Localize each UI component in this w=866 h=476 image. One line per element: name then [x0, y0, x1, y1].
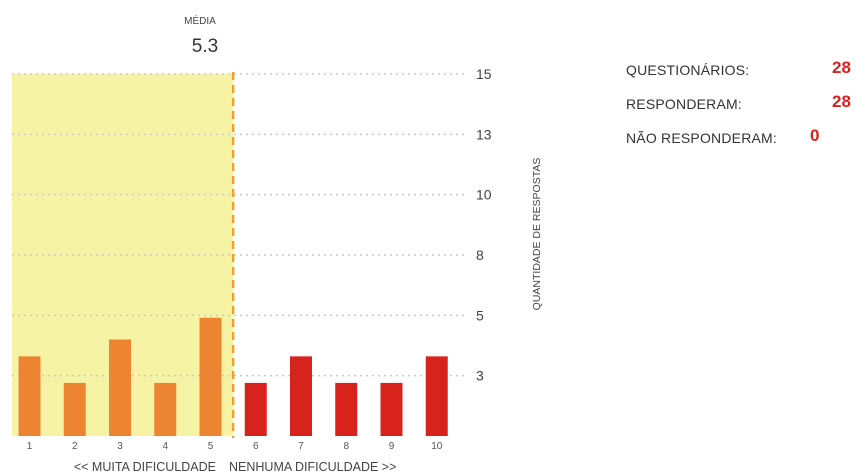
x-tick-label: 7	[298, 441, 304, 452]
mean-value: 5.3	[192, 36, 218, 57]
stat-label: NÃO RESPONDERAM:	[626, 130, 777, 146]
bar-3	[109, 339, 131, 436]
x-tick-label: 3	[117, 441, 123, 452]
bar-7	[290, 356, 312, 436]
stat-label: RESPONDERAM:	[626, 96, 742, 112]
y-tick-labels: 3 5 8 10 13 15	[476, 66, 492, 384]
bar-10	[425, 356, 448, 436]
response-stats: QUESTIONÁRIOS: 28 RESPONDERAM: 28 NÃO RE…	[626, 58, 866, 160]
bar-1	[18, 356, 41, 436]
y-tick-label: 5	[476, 307, 484, 323]
stat-questionarios: QUESTIONÁRIOS: 28	[626, 58, 866, 92]
x-tick-label: 8	[343, 441, 349, 452]
y-tick-label: 13	[476, 126, 492, 142]
stat-nao-responderam: NÃO RESPONDERAM: 0	[626, 126, 866, 160]
y-tick-label: 3	[476, 368, 484, 384]
gridlines	[12, 73, 466, 377]
y-tick-label: 15	[476, 66, 492, 82]
stat-label: QUESTIONÁRIOS:	[626, 62, 750, 78]
x-tick-label: 6	[253, 441, 259, 452]
y-tick-label: 8	[476, 247, 484, 263]
stat-value: 0	[810, 126, 820, 145]
bars	[18, 317, 448, 436]
x-tick-label: 1	[27, 441, 33, 452]
x-tick-label: 10	[431, 441, 443, 452]
mean-label: MÉDIA	[184, 14, 216, 27]
y-axis-label: QUANTIDADE DE RESPOSTAS	[531, 158, 543, 311]
bar-2	[63, 382, 86, 436]
bar-9	[380, 382, 403, 436]
x-tick-labels: 1 2 3 4 5 6 7 8 9 10	[27, 441, 443, 452]
bar-6	[244, 382, 267, 436]
bar-5	[199, 317, 222, 436]
y-tick-label: 10	[476, 187, 492, 203]
x-right-label: NENHUMA DIFICULDADE >>	[229, 460, 396, 474]
x-tick-label: 2	[72, 441, 78, 452]
stat-value: 28	[832, 92, 851, 111]
stat-value: 28	[832, 58, 851, 77]
bar-8	[335, 382, 358, 436]
x-left-label: << MUITA DIFICULDADE	[74, 460, 216, 474]
bar-chart: 1 2 3 4 5 6 7 8 9 10 3 5 8 10 13 15 MÉDIA 5.3 QUANTIDA…	[12, 14, 543, 474]
bar-4	[154, 382, 177, 436]
stat-responderam: RESPONDERAM: 28	[626, 92, 866, 126]
x-tick-label: 4	[162, 441, 168, 452]
x-tick-label: 9	[389, 441, 395, 452]
x-tick-label: 5	[208, 441, 214, 452]
